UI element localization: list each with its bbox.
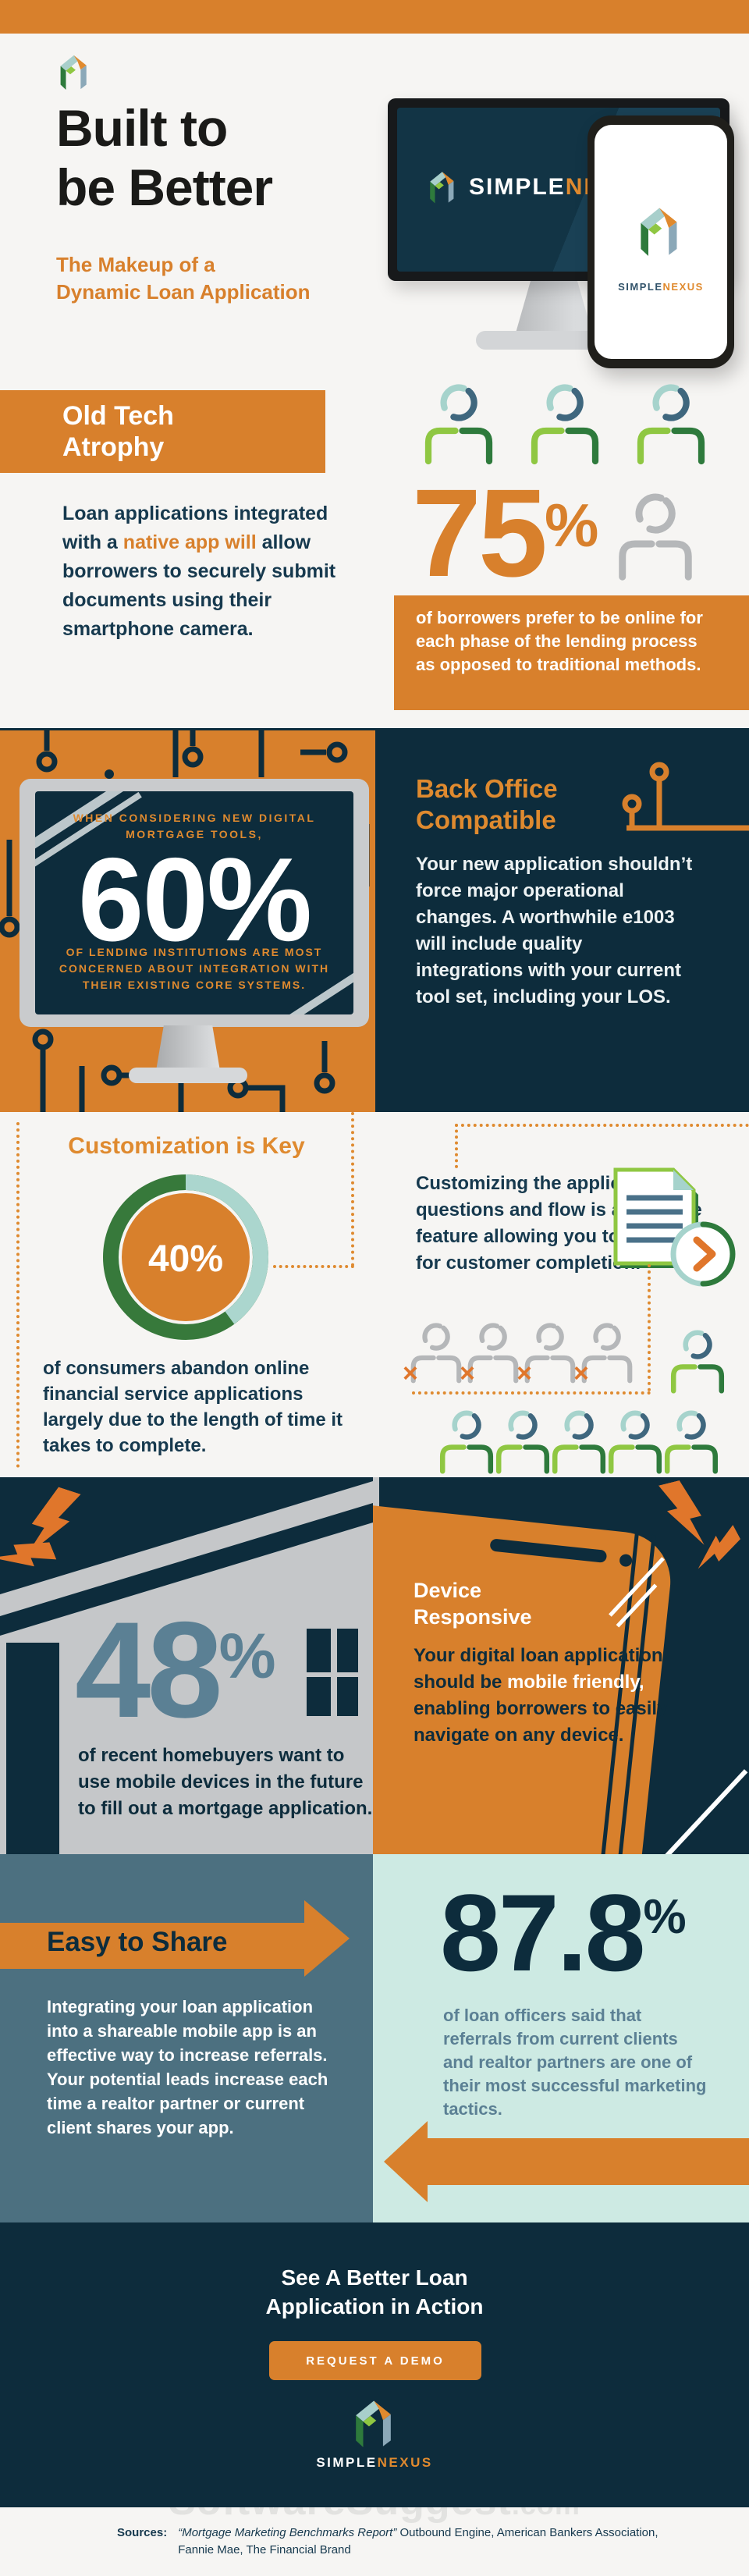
right-arrow-head	[304, 1900, 350, 1977]
monitor-stat-intro: WHEN CONSIDERING NEW DIGITAL MORTGAGE TO…	[73, 812, 316, 840]
stat-75-percent: 75%	[412, 463, 599, 602]
share-right-panel: 87.8% of loan officers said that referra…	[373, 1854, 749, 2222]
stat-60-percent: 60%	[77, 833, 312, 966]
back-office-section: WHEN CONSIDERING NEW DIGITAL MORTGAGE TO…	[0, 728, 749, 1112]
dotted-line-right	[351, 1112, 354, 1267]
sources-text: “Mortgage Marketing Benchmarks Report” O…	[178, 2526, 658, 2556]
watermark-text: SoftwareSuggest.com	[0, 2507, 749, 2524]
page-title-line2: be Better	[56, 158, 273, 216]
phone-speaker-slot	[489, 1538, 608, 1563]
stat-48-caption: of recent homebuyers want to use mobile …	[78, 1745, 373, 1819]
device-highlight: mobile friendly,	[507, 1672, 644, 1693]
smartphone-mockup: SIMPLENEXUS	[587, 115, 734, 368]
device-section: 48% of recent homebuyers want to use mob…	[0, 1477, 749, 1854]
completed-person-icon	[668, 1324, 727, 1395]
share-section: Easy to Share Integrating your loan appl…	[0, 1854, 749, 2222]
circuit-board-panel: WHEN CONSIDERING NEW DIGITAL MORTGAGE TO…	[0, 730, 375, 1112]
left-arrow-banner	[428, 2138, 749, 2185]
house-window-pane	[307, 1677, 331, 1716]
dotted-line-top-right	[455, 1124, 749, 1127]
phone-camera-dot	[619, 1553, 633, 1568]
person-icon	[527, 377, 602, 466]
completed-person-icon	[605, 1405, 665, 1475]
x-mark-icon: ×	[573, 1359, 589, 1388]
old-tech-highlight: native app will	[122, 531, 257, 553]
old-tech-heading-block: Old Tech Atrophy	[0, 390, 325, 473]
page-subtitle: The Makeup of a Dynamic Loan Application	[56, 253, 311, 304]
house-window-pane	[337, 1629, 358, 1672]
house-window-pane	[307, 1629, 331, 1672]
stat-48-percent: 48%	[75, 1594, 276, 1746]
customization-heading: Customization is Key	[68, 1133, 305, 1159]
phone-wordmark: SIMPLENEXUS	[618, 281, 704, 293]
sources-note: Sources: “Mortgage Marketing Benchmarks …	[117, 2524, 658, 2559]
simplenexus-logo-icon	[427, 169, 460, 205]
borrowers-icon-row	[421, 377, 708, 466]
offline-person-icon	[615, 485, 696, 582]
dotted-line-left	[16, 1122, 20, 1468]
device-responsive-heading: Device Responsive	[414, 1579, 532, 1629]
monitor-stat-outro: OF LENDING INSTITUTIONS ARE MOST CONCERN…	[59, 946, 330, 991]
donut-center-label: 40%	[148, 1238, 223, 1280]
right-arrow-banner	[0, 1923, 304, 1969]
stat-87-caption: of loan officers said that referrals fro…	[443, 2006, 707, 2119]
device-phone-panel: Device Responsive Your digital loan appl…	[373, 1477, 749, 1854]
simplenexus-logo-icon	[351, 2396, 399, 2450]
donut-chart-40-percent: 40%	[103, 1174, 268, 1340]
left-arrow-head	[384, 2121, 428, 2202]
house-door-shape	[6, 1643, 59, 1854]
easy-to-share-body: Integrating your loan application into a…	[47, 1997, 328, 2137]
house-window-pane	[337, 1677, 358, 1716]
stat-75-caption-box: of borrowers prefer to be online for eac…	[394, 595, 749, 710]
completed-person-icon	[549, 1405, 609, 1475]
circuit-node-icon	[622, 762, 749, 831]
stat-87-percent: 87.8%	[440, 1871, 687, 1994]
person-icon	[634, 377, 708, 466]
page-title-line1: Built to	[56, 99, 228, 157]
completed-person-icon	[437, 1405, 496, 1475]
footer-wordmark: SIMPLENEXUS	[316, 2455, 433, 2470]
dotted-line-flow-vertical	[648, 1264, 651, 1391]
sources-strip: SoftwareSuggest.com Sources: “Mortgage M…	[0, 2507, 749, 2576]
dotted-line-connector	[273, 1265, 354, 1268]
device-house-panel: 48% of recent homebuyers want to use mob…	[0, 1477, 373, 1854]
simplenexus-logo-icon	[636, 203, 686, 259]
phone-screen: SIMPLENEXUS	[595, 125, 727, 359]
stat-monitor-screen: WHEN CONSIDERING NEW DIGITAL MORTGAGE TO…	[35, 791, 353, 1014]
stat-monitor-base	[129, 1068, 247, 1083]
request-demo-button[interactable]: REQUEST A DEMO	[269, 2341, 481, 2380]
completed-person-icon	[662, 1405, 721, 1475]
person-icon	[421, 377, 496, 466]
top-accent-band	[0, 0, 749, 34]
footer-cta-section: See A Better Loan Application in Action …	[0, 2222, 749, 2507]
dotted-line-flow-horizontal	[412, 1391, 651, 1395]
simplenexus-logo-icon	[57, 52, 93, 92]
share-left-panel: Easy to Share Integrating your loan appl…	[0, 1854, 373, 2222]
dotted-line-top-right-stub	[455, 1124, 458, 1168]
customization-caption: of consumers abandon online financial se…	[43, 1358, 343, 1456]
x-mark-icon: ×	[403, 1359, 418, 1388]
old-tech-heading: Old Tech Atrophy	[62, 401, 174, 462]
application-document-icon	[613, 1167, 736, 1287]
old-tech-body: Loan applications integrated with a nati…	[62, 503, 336, 640]
page-title: Built to be Better	[56, 98, 273, 217]
device-responsive-body: Your digital loan application should be …	[414, 1645, 668, 1746]
back-office-body: Your new application shouldn’t force maj…	[416, 854, 693, 1007]
phone-reflection-line	[664, 1769, 748, 1854]
completed-person-icon	[493, 1405, 552, 1475]
back-office-heading: Back Office Compatible	[416, 774, 558, 834]
x-mark-icon: ×	[516, 1359, 532, 1388]
easy-to-share-heading: Easy to Share	[47, 1927, 228, 1957]
sources-label: Sources:	[117, 2526, 168, 2539]
footer-heading: See A Better Loan Application in Action	[265, 2265, 484, 2318]
monitor-stand-neck	[515, 281, 593, 336]
customization-section: Customization is Key 40% of consumers ab…	[0, 1112, 749, 1477]
stat-monitor-neck	[156, 1025, 220, 1071]
x-mark-icon: ×	[460, 1359, 475, 1388]
